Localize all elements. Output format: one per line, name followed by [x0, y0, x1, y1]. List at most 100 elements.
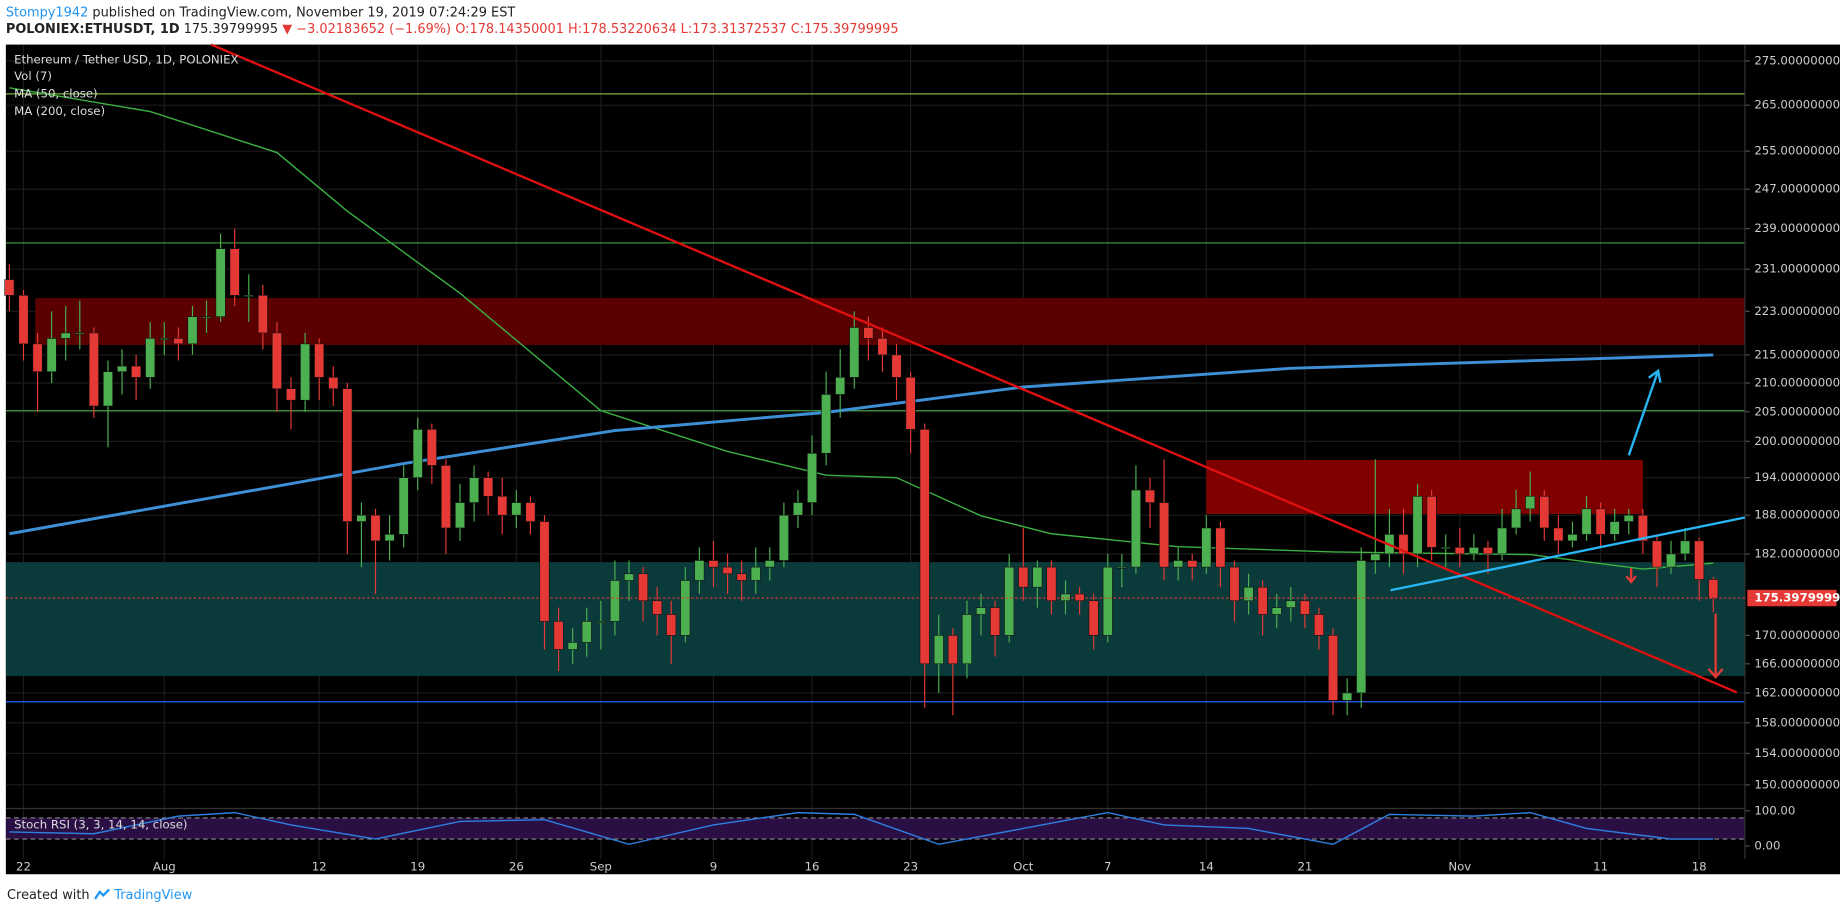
candle-body	[1440, 547, 1451, 549]
ohlc: L:173.31372537	[680, 21, 787, 37]
legend-entry: MA (200, close)	[14, 104, 105, 118]
candle-body	[1215, 527, 1226, 568]
marks	[4, 87, 1745, 846]
y-tick-label: 215.00000000	[1754, 347, 1840, 361]
candle-body	[976, 607, 987, 615]
price-label-box	[1747, 589, 1837, 607]
candle-body	[300, 343, 311, 401]
candle-body	[1201, 527, 1212, 568]
candle-body	[1468, 547, 1479, 555]
y-tick-label: 223.00000000	[1754, 304, 1840, 318]
x-tick-label: Oct	[1013, 860, 1034, 874]
candle-body	[750, 566, 761, 581]
x-tick-label: 16	[805, 860, 820, 874]
candle-body	[553, 621, 564, 650]
candle-body	[1074, 593, 1085, 602]
chart-title: Ethereum / Tether USD, 1D, POLONIEX	[14, 52, 239, 66]
candle-body	[1257, 586, 1268, 615]
candle-body	[440, 465, 451, 529]
candle-body	[919, 429, 930, 665]
candle-body	[1088, 600, 1099, 636]
y-tick-label: 210.00000000	[1754, 376, 1840, 390]
candle-body	[201, 316, 212, 319]
candle-body	[32, 343, 43, 372]
candle-body	[1666, 553, 1677, 568]
candle-body	[145, 338, 156, 378]
candle-body	[1342, 692, 1353, 701]
x-tick-label: 9	[710, 860, 717, 874]
candle-body	[595, 621, 606, 623]
candle-body	[469, 477, 480, 503]
candle-body	[1497, 527, 1508, 555]
candle-body	[990, 607, 1001, 636]
logo	[93, 888, 110, 900]
price-label: 175.39799995	[1754, 591, 1840, 605]
y-tick-label: 255.00000000	[1754, 144, 1840, 158]
symbol-line: POLONIEX:ETHUSDT, 1D 175.39799995 ▼ −3.0…	[6, 21, 899, 37]
labels: Ethereum / Tether USD, 1D, POLONIEX Vol …	[14, 52, 1840, 873]
candle-body	[1173, 560, 1184, 568]
candle-body	[609, 580, 620, 622]
candle-body	[511, 502, 522, 516]
candle-body	[314, 343, 325, 378]
candle-body	[567, 642, 578, 650]
candle-body	[778, 514, 789, 561]
arrow	[1625, 567, 1637, 584]
brand[interactable]: TradingView	[114, 887, 193, 903]
y-tick-label: 200.00000000	[1754, 434, 1840, 448]
y-tick-label: 239.00000000	[1754, 221, 1840, 235]
candle-body	[1609, 521, 1620, 535]
y-tick-label: 205.00000000	[1754, 404, 1840, 418]
candle-body	[1159, 502, 1170, 568]
candle-body	[356, 514, 367, 522]
candle-body	[736, 573, 747, 581]
x-tick-label: 18	[1692, 860, 1707, 874]
candle-body	[1356, 560, 1367, 694]
candle-body	[1018, 566, 1029, 588]
y-tick-label: 170.00000000	[1754, 628, 1840, 642]
y-tick-label: 182.00000000	[1754, 546, 1840, 560]
publish-line: Stompy1942 published on TradingView.com,…	[6, 5, 899, 21]
candle-body	[1637, 514, 1648, 542]
ohlc: C:175.39799995	[790, 21, 899, 37]
candle-body	[497, 495, 508, 516]
candle-body	[74, 332, 85, 335]
x-tick-label: 12	[312, 860, 327, 874]
candle-body	[1567, 534, 1578, 542]
candle-body	[173, 338, 184, 345]
candle-body	[370, 514, 381, 542]
candle-body	[835, 377, 846, 395]
candle-body	[412, 429, 423, 478]
candle-body	[1243, 586, 1254, 602]
candle-body	[905, 377, 916, 430]
candle-body	[384, 534, 395, 542]
candle-body	[1370, 553, 1381, 561]
candle-body	[666, 614, 677, 636]
candle-body	[1398, 534, 1409, 555]
candle-body	[1454, 547, 1465, 555]
legend-entry: Vol (7)	[14, 69, 52, 83]
candle-body	[1313, 614, 1324, 636]
candle-body	[694, 560, 705, 581]
created-with: Created with	[7, 887, 90, 903]
candle-body	[1553, 527, 1564, 542]
y-tick-label: 265.00000000	[1754, 98, 1840, 112]
y-tick-label: 100.00	[1754, 803, 1795, 817]
candle-body	[1299, 600, 1310, 615]
x-tick-label: Aug	[153, 860, 176, 874]
candle-body	[1229, 566, 1240, 602]
candle-body	[1525, 495, 1536, 510]
candle-body	[1651, 540, 1662, 568]
candle-body	[131, 365, 142, 378]
y-tick-label: 275.00000000	[1754, 53, 1840, 67]
candle-body	[581, 621, 592, 643]
candle-body	[764, 560, 775, 568]
y-tick-label: 231.00000000	[1754, 262, 1840, 276]
x-tick-label: 22	[16, 860, 31, 874]
x-tick-label: 21	[1297, 860, 1312, 874]
author[interactable]: Stompy1942	[5, 4, 89, 20]
candle-body	[1694, 540, 1705, 580]
candle-body	[1116, 566, 1127, 569]
candle-body	[680, 580, 691, 636]
